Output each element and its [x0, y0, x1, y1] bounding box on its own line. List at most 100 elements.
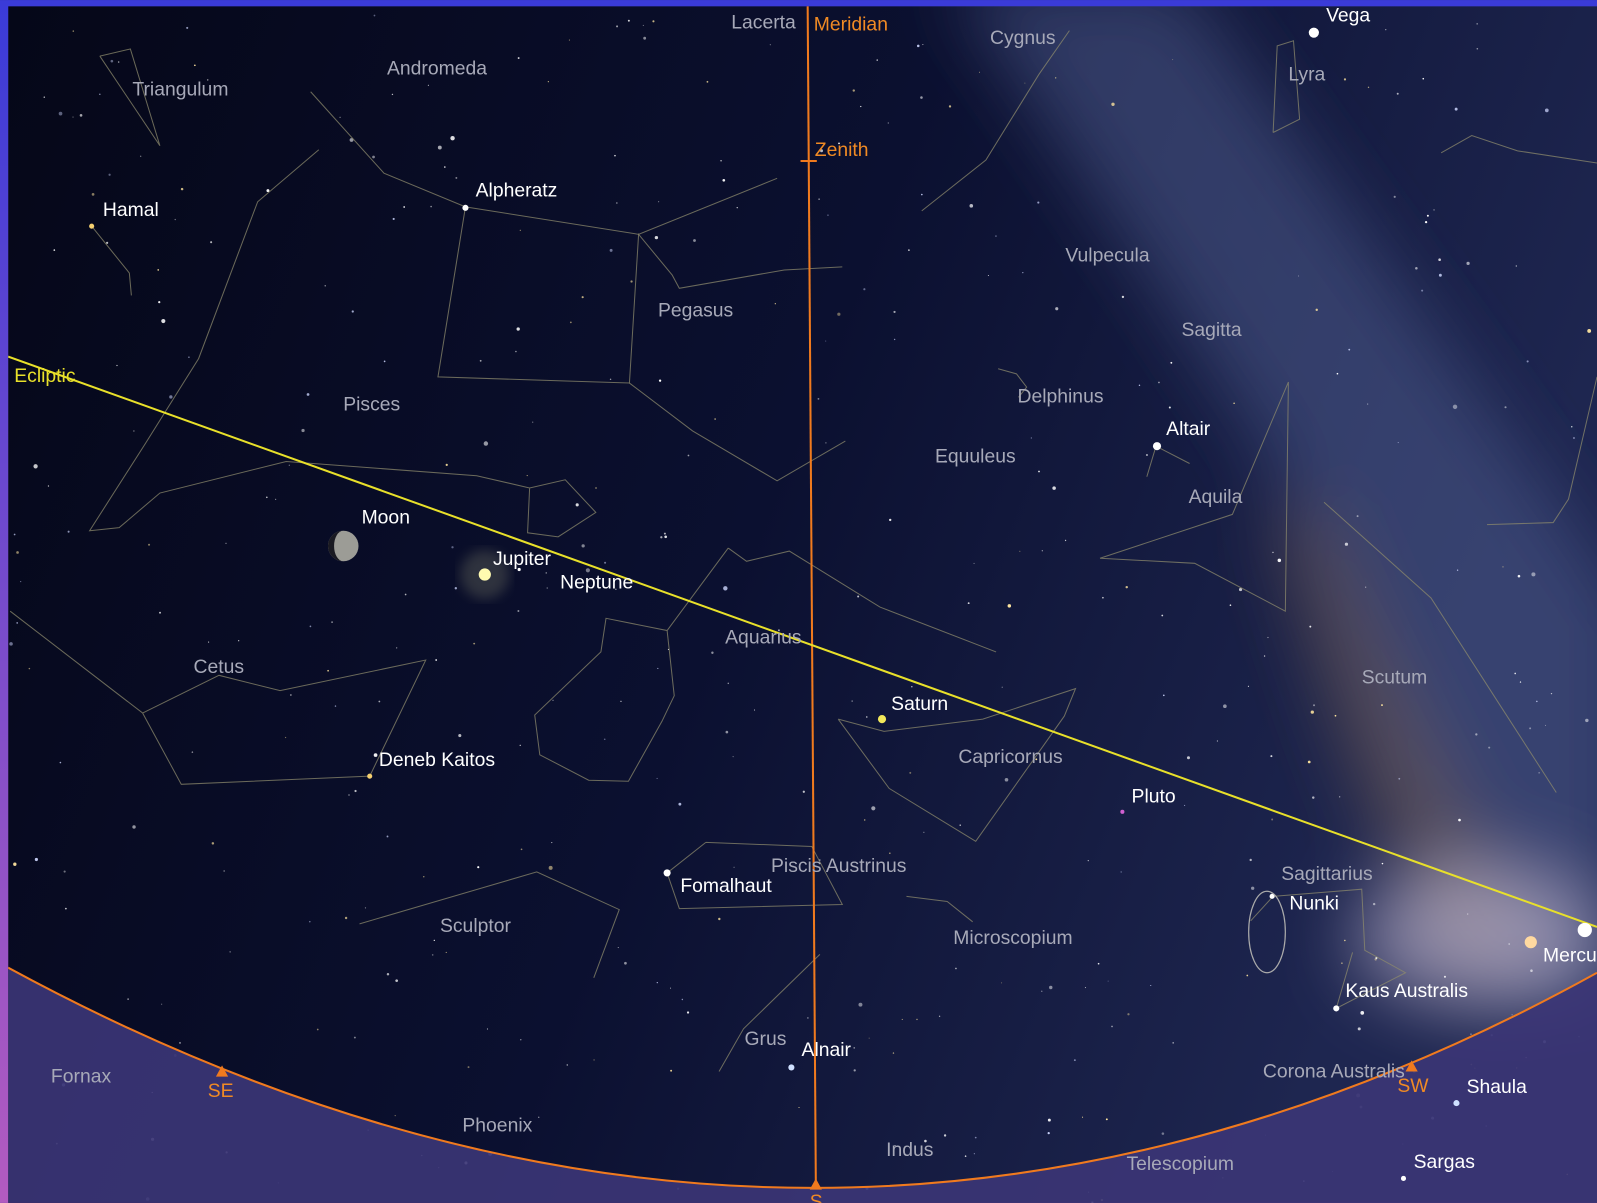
constellation-label: Fornax	[51, 1066, 112, 1088]
constellation-label: Lyra	[1288, 63, 1325, 85]
constellation-label: Microscopium	[953, 927, 1072, 949]
background-star	[974, 1136, 977, 1139]
background-star	[127, 998, 129, 1000]
background-star	[223, 870, 225, 872]
background-star	[916, 1018, 918, 1021]
background-star	[1422, 77, 1425, 80]
background-star	[1313, 704, 1316, 707]
background-star	[1443, 975, 1446, 978]
background-star	[1587, 329, 1592, 333]
constellation-label: Grus	[745, 1028, 787, 1050]
background-star	[686, 1011, 690, 1014]
background-star	[316, 1028, 319, 1031]
background-star	[1381, 862, 1384, 865]
background-star	[348, 794, 350, 796]
planet-label: Neptune	[560, 572, 633, 594]
background-star	[1544, 724, 1547, 726]
background-star	[1372, 902, 1376, 906]
background-star	[538, 1116, 540, 1118]
star-label: Hamal	[103, 199, 159, 221]
background-star	[1170, 361, 1173, 364]
background-star	[1041, 550, 1043, 552]
constellation-label: Telescopium	[1126, 1153, 1234, 1175]
constellation-label: Indus	[886, 1139, 933, 1161]
background-star	[893, 338, 896, 341]
background-star	[169, 395, 173, 399]
background-star	[943, 1134, 947, 1137]
background-star	[1263, 655, 1266, 657]
background-star	[1348, 348, 1351, 351]
constellation-label: Sagittarius	[1281, 863, 1372, 885]
background-star	[1097, 962, 1100, 965]
background-star	[736, 207, 738, 209]
background-star	[670, 987, 672, 989]
background-star	[477, 866, 480, 869]
background-star	[732, 756, 734, 758]
background-star	[1271, 818, 1274, 821]
background-star	[1121, 295, 1125, 299]
background-star	[769, 44, 771, 46]
background-star	[1424, 220, 1428, 224]
background-star	[1458, 818, 1461, 822]
background-star	[660, 536, 663, 539]
milky-way	[965, 6, 1597, 1019]
background-star	[47, 485, 50, 487]
background-star	[1396, 92, 1399, 95]
background-star	[1426, 214, 1429, 217]
background-star	[210, 241, 213, 244]
background-star	[58, 111, 63, 116]
background-star	[924, 1139, 927, 1143]
background-star	[1476, 23, 1478, 25]
background-star	[852, 89, 855, 92]
background-star	[722, 178, 726, 182]
constellation-label: Sagitta	[1181, 319, 1241, 341]
background-star	[643, 36, 647, 40]
background-star	[289, 694, 292, 696]
background-star	[909, 771, 912, 774]
background-star	[1073, 1059, 1076, 1061]
background-star	[427, 84, 429, 86]
background-star	[1105, 1118, 1108, 1121]
background-star	[284, 736, 287, 739]
background-star	[349, 138, 354, 142]
background-star	[1047, 1131, 1050, 1135]
background-star	[1172, 59, 1174, 61]
background-star	[1344, 542, 1349, 546]
background-star	[551, 842, 553, 844]
background-star	[1001, 982, 1003, 984]
background-star	[28, 667, 31, 670]
constellation-label: Aquarius	[725, 627, 801, 649]
background-star	[372, 155, 375, 159]
background-star	[1367, 86, 1370, 89]
background-star	[725, 730, 729, 734]
background-star	[211, 842, 215, 845]
background-star	[1511, 1014, 1513, 1016]
background-star	[1030, 437, 1032, 439]
star-label: Alpheratz	[476, 180, 558, 202]
background-star	[404, 593, 407, 596]
background-star	[664, 535, 668, 539]
background-star	[364, 907, 367, 909]
background-star	[1336, 372, 1339, 375]
background-star	[65, 907, 67, 910]
background-star	[865, 716, 868, 718]
background-star	[1502, 566, 1504, 568]
background-star	[532, 421, 534, 423]
background-star	[1307, 760, 1311, 764]
background-star	[1277, 558, 1282, 563]
background-star	[889, 852, 891, 854]
background-star	[520, 848, 523, 851]
background-star	[301, 428, 305, 433]
star-label: Fomalhaut	[680, 875, 772, 897]
background-star	[624, 961, 627, 965]
background-star	[266, 496, 268, 499]
background-star	[72, 30, 75, 32]
background-star	[1488, 746, 1491, 749]
background-star	[922, 44, 924, 46]
background-star	[520, 1039, 522, 1041]
background-star	[1120, 871, 1122, 873]
background-star	[1084, 987, 1087, 989]
background-star	[1438, 258, 1441, 262]
background-star	[911, 686, 913, 688]
background-star	[378, 700, 381, 703]
